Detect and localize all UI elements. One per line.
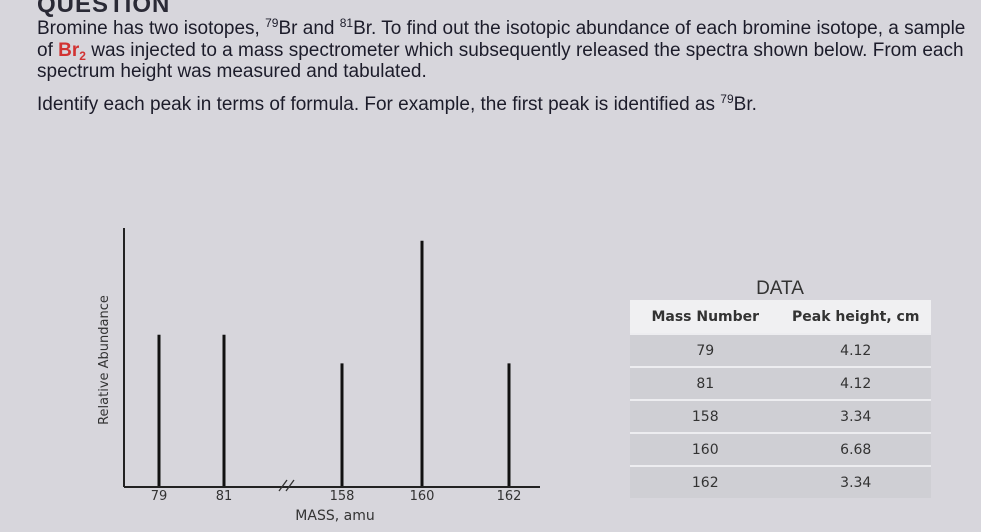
x-tick-label: 162 — [497, 489, 522, 504]
peak — [340, 363, 344, 486]
text: was injected to a mass spectrometer whic… — [37, 39, 964, 83]
axis-break — [278, 479, 295, 492]
table-row: 81 4.12 — [630, 366, 931, 400]
table-cell: 158 — [630, 399, 781, 433]
table-cell: 6.68 — [780, 432, 931, 466]
formula: Br — [58, 39, 80, 61]
table-cell: 4.12 — [780, 333, 931, 367]
table-cell: 4.12 — [780, 366, 931, 400]
data-table: Mass Number Peak height, cm 79 4.12 81 4.12… — [630, 300, 931, 498]
peak — [222, 334, 226, 486]
header-cell: Mass Number — [630, 300, 781, 334]
x-tick-label: 158 — [330, 489, 355, 504]
table-row: 79 4.12 — [630, 333, 931, 367]
question-text: Identify each peak in terms of formula. … — [37, 92, 972, 116]
superscript: 79 — [265, 16, 279, 30]
peak — [157, 334, 161, 486]
y-axis-label: Relative Abundance — [97, 295, 112, 425]
table-cell: 160 — [630, 432, 781, 466]
subscript: 2 — [79, 48, 86, 63]
question-text: Bromine has two isotopes, 79Br and 81Br.… — [37, 16, 972, 83]
table-body: 79 4.12 81 4.12 158 3.34 160 6.68 162 3.34 — [630, 333, 931, 498]
superscript: 81 — [339, 16, 354, 30]
text: Br. To find out the isotopic abundance o… — [37, 18, 966, 61]
x-axis-label: MASS, amu — [295, 508, 374, 524]
text: Identify each peak in terms of formula. … — [37, 94, 721, 115]
text: Bromine has two isotopes, — [37, 18, 266, 39]
table-cell: 3.34 — [780, 465, 931, 498]
heading: QUESTION — [37, 0, 171, 18]
text: Br. — [733, 94, 757, 115]
x-tick-label: 79 — [151, 489, 168, 504]
superscript: 79 — [720, 92, 734, 106]
table-row: 160 6.68 — [630, 432, 931, 466]
table-cell: 81 — [630, 366, 781, 400]
header-row: Mass Number Peak height, cm — [630, 300, 931, 334]
x-tick-label: 81 — [216, 489, 233, 504]
table-row: 162 3.34 — [630, 465, 931, 498]
peak — [507, 363, 511, 486]
table-row: 158 3.34 — [630, 399, 931, 433]
table-cell: 162 — [630, 465, 781, 498]
chart: Relative Abundance MASS, amu 79 81 158 160 1… — [97, 228, 540, 524]
text: Br and — [278, 18, 340, 39]
x-tick-label: 160 — [410, 489, 435, 504]
header-cell: Peak height, cm — [780, 300, 931, 334]
table-cell: 79 — [630, 333, 781, 367]
table-title: DATA — [756, 278, 804, 299]
peak — [420, 240, 424, 486]
table-cell: 3.34 — [780, 399, 931, 433]
